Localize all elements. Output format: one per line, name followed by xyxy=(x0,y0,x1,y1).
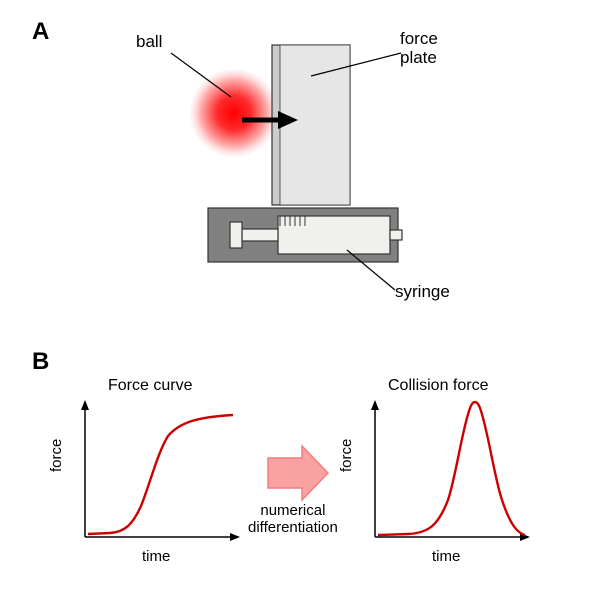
chart-left-axes xyxy=(81,400,240,541)
chart-left-y: force xyxy=(48,439,65,472)
panel-a-label: A xyxy=(32,18,49,46)
chart-left-title: Force curve xyxy=(108,377,192,395)
chart-right-axes xyxy=(371,400,530,541)
transform-label: numerical differentiation xyxy=(248,502,338,537)
transform-arrow xyxy=(268,446,328,500)
chart-right-curve xyxy=(378,402,525,535)
force-plate-label: force plate xyxy=(400,30,438,67)
syringe-label: syringe xyxy=(395,282,450,302)
ball-label: ball xyxy=(136,32,162,52)
panel-b-label: B xyxy=(32,348,49,376)
chart-right-y: force xyxy=(338,439,355,472)
chart-left-x: time xyxy=(142,548,170,565)
chart-right-title: Collision force xyxy=(388,377,488,395)
chart-right-x: time xyxy=(432,548,460,565)
ball-glow xyxy=(190,69,278,157)
chart-left-curve xyxy=(88,415,233,534)
